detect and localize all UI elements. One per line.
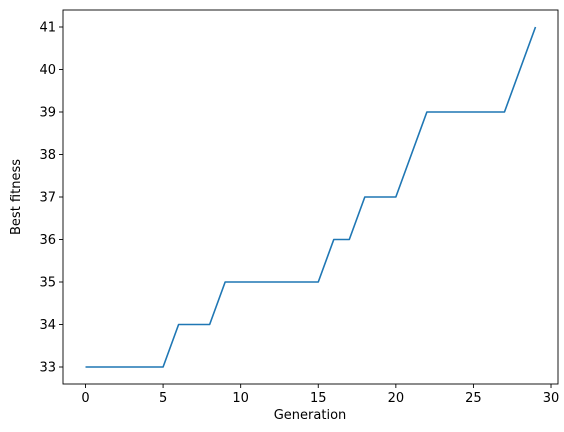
y-axis-label: Best fitness (9, 159, 24, 235)
x-tick-label: 10 (232, 391, 249, 406)
x-tick-label: 15 (310, 391, 327, 406)
x-tick-label: 20 (388, 391, 405, 406)
x-tick-label: 25 (465, 391, 482, 406)
y-tick-label: 41 (39, 21, 56, 36)
y-tick-label: 37 (39, 191, 56, 206)
y-tick-label: 38 (39, 148, 56, 163)
y-axis-ticks: 33 34 35 36 37 38 39 40 41 (39, 21, 63, 376)
x-tick-label: 5 (159, 391, 167, 406)
x-tick-label: 30 (543, 391, 560, 406)
x-axis-ticks: 0 5 10 15 20 25 30 (81, 384, 559, 406)
plot-frame (62, 9, 559, 385)
plot-area (63, 10, 558, 384)
series-line (85, 26, 537, 368)
y-tick-label: 33 (39, 361, 56, 376)
y-tick-label: 34 (39, 318, 56, 333)
y-tick-label: 36 (39, 233, 56, 248)
x-axis-label: Generation (274, 408, 347, 423)
y-tick-label: 39 (39, 106, 56, 121)
x-tick-label: 0 (81, 391, 89, 406)
y-tick-label: 35 (39, 276, 56, 291)
y-tick-label: 40 (39, 63, 56, 78)
